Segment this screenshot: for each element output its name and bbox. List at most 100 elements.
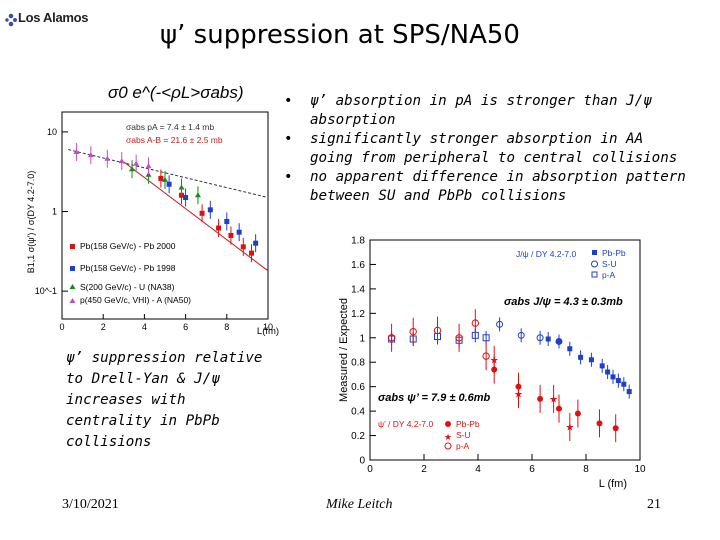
- right-plot-annotation-psip: σabs ψ’ = 7.9 ± 0.6mb: [378, 392, 491, 404]
- left-plot: σ0 e^(-<ρL>σabs) 0 2 4 6 8 10 10 1 10^-1 B1,1 σ(…: [26, 83, 279, 337]
- data-point: [228, 232, 234, 238]
- data-point: [387, 334, 396, 342]
- data-point: [224, 218, 230, 224]
- legend-marker: [70, 244, 75, 249]
- x-tick-label: 4: [475, 464, 481, 475]
- data-point: [574, 410, 581, 417]
- left-plot-fit-pa: σabs pA = 7.4 ± 1.4 mb: [126, 122, 214, 132]
- data-point: [471, 319, 480, 327]
- data-point: [599, 363, 605, 369]
- data-point: [537, 395, 544, 402]
- right-plot: 0 2 4 6 8 10 0 0.2 0.4 0.6 0.8 1 1.2 1.4 1.6 1.8 ★ ★ ★ ★ M…: [338, 236, 646, 491]
- logo-text: Los Alamos: [18, 10, 89, 25]
- y-tick-label: 0: [359, 456, 365, 467]
- side-caption: ψ’ suppression relative to Drell-Yan & J…: [66, 350, 263, 450]
- bullet-dot-icon: •: [284, 169, 293, 185]
- data-point: [207, 207, 213, 213]
- x-tick-label: 0: [367, 464, 373, 475]
- data-point: [253, 240, 259, 246]
- data-point: [409, 327, 417, 336]
- right-plot-ylabel: Measured / Expected: [338, 298, 350, 402]
- left-plot-fit-ab: σabs A-B = 21.6 ± 2.5 mb: [126, 135, 223, 145]
- data-point: [145, 163, 152, 169]
- legend-marker: [591, 260, 598, 268]
- bullet-item: • significantly stronger absorption in AA…: [284, 130, 688, 168]
- x-tick-label: 2: [101, 322, 106, 332]
- bullet-text: ψ’ absorption in pA is stronger than J/ψ…: [310, 93, 652, 128]
- legend-entry: S-U: [456, 430, 471, 440]
- legend-entry: S-U: [602, 259, 617, 269]
- left-plot-formula: σ0 e^(-<ρL>σabs): [108, 83, 244, 102]
- right-plot-upper-legend: J/ψ / DY 4.2-7.0 Pb-Pb S-U p-A: [516, 248, 626, 280]
- x-tick-label: 8: [224, 322, 229, 332]
- legend-title: J/ψ / DY 4.2-7.0: [516, 249, 577, 259]
- x-tick-label: 6: [183, 322, 188, 332]
- legend-marker: [592, 250, 597, 255]
- legend-entry: Pb(158 GeV/c) - Pb 1998: [80, 263, 176, 273]
- x-tick-label: 10: [263, 322, 273, 332]
- bullet-text: no apparent difference in absorption pat…: [310, 169, 686, 204]
- data-point: ★: [514, 390, 523, 401]
- data-point: [496, 320, 504, 328]
- data-point: [605, 369, 611, 375]
- bullet-text: significantly stronger absorption in AA …: [310, 131, 678, 166]
- footer-author: Mike Leitch: [326, 497, 393, 512]
- fit-line-pa: [68, 149, 269, 198]
- x-tick-label: 6: [529, 464, 535, 475]
- data-point: [118, 158, 125, 164]
- data-point: [567, 346, 573, 352]
- left-plot-ylabel: B1,1 σ(ψ') / σ(DY 4.2-7.0): [26, 171, 36, 274]
- legend-entry: Pb-Pb: [602, 248, 626, 258]
- data-point: [236, 229, 242, 235]
- data-point: [166, 181, 172, 187]
- x-tick-label: 10: [634, 464, 646, 475]
- x-tick-label: 4: [142, 322, 147, 332]
- y-tick-label: 1.4: [351, 284, 365, 295]
- legend-entry: p-A: [602, 270, 616, 280]
- data-point: [517, 331, 525, 339]
- data-point: [162, 176, 168, 182]
- y-tick-label: 0.4: [351, 407, 365, 418]
- data-point: [482, 334, 490, 342]
- data-point: ★: [565, 423, 574, 434]
- data-point: [240, 244, 246, 250]
- los-alamos-logo: [5, 13, 17, 27]
- data-point: [183, 194, 189, 200]
- legend-entry: p(450 GeV/c, VHI) - A (NA50): [80, 295, 191, 305]
- left-plot-xlabel: L(fm): [257, 326, 279, 337]
- data-point: [178, 184, 185, 190]
- bullet-dot-icon: •: [284, 93, 293, 109]
- legend-entry: Pb-Pb: [456, 419, 480, 429]
- y-tick-label: 10: [47, 127, 57, 137]
- data-point: ★: [490, 355, 499, 366]
- x-tick-label: 0: [59, 322, 64, 332]
- footer-page-number: 21: [647, 497, 661, 512]
- legend-marker: [444, 442, 452, 450]
- x-tick-label: 2: [421, 464, 427, 475]
- data-point: [555, 337, 563, 345]
- legend-marker: [70, 266, 75, 271]
- bullet-dot-icon: •: [284, 131, 293, 147]
- data-point: [615, 378, 621, 384]
- y-tick-label: 1.2: [351, 309, 365, 320]
- legend-marker: [69, 284, 76, 289]
- legend-entry: S(200 GeV/c) - U (NA38): [80, 282, 175, 292]
- data-point: [87, 152, 94, 158]
- data-point: [249, 250, 255, 256]
- footer-date: 3/10/2021: [62, 497, 119, 512]
- x-tick-label: 8: [583, 464, 589, 475]
- data-point: [536, 334, 544, 342]
- bullet-list: • ψ’ absorption in pA is stronger than J/…: [284, 92, 688, 206]
- data-point: [588, 357, 594, 363]
- y-tick-label: 1.6: [351, 260, 365, 271]
- data-point: [133, 160, 140, 166]
- left-plot-frame: [61, 111, 269, 320]
- legend-marker: [445, 421, 451, 427]
- y-tick-label: 1.8: [351, 236, 365, 247]
- data-point: [621, 381, 627, 387]
- data-point: [578, 354, 584, 360]
- data-point: [626, 389, 632, 395]
- left-plot-legend: Pb(158 GeV/c) - Pb 2000 Pb(158 GeV/c) - …: [69, 241, 191, 305]
- legend-marker: [69, 298, 76, 303]
- y-tick-label: 10^-1: [35, 286, 57, 296]
